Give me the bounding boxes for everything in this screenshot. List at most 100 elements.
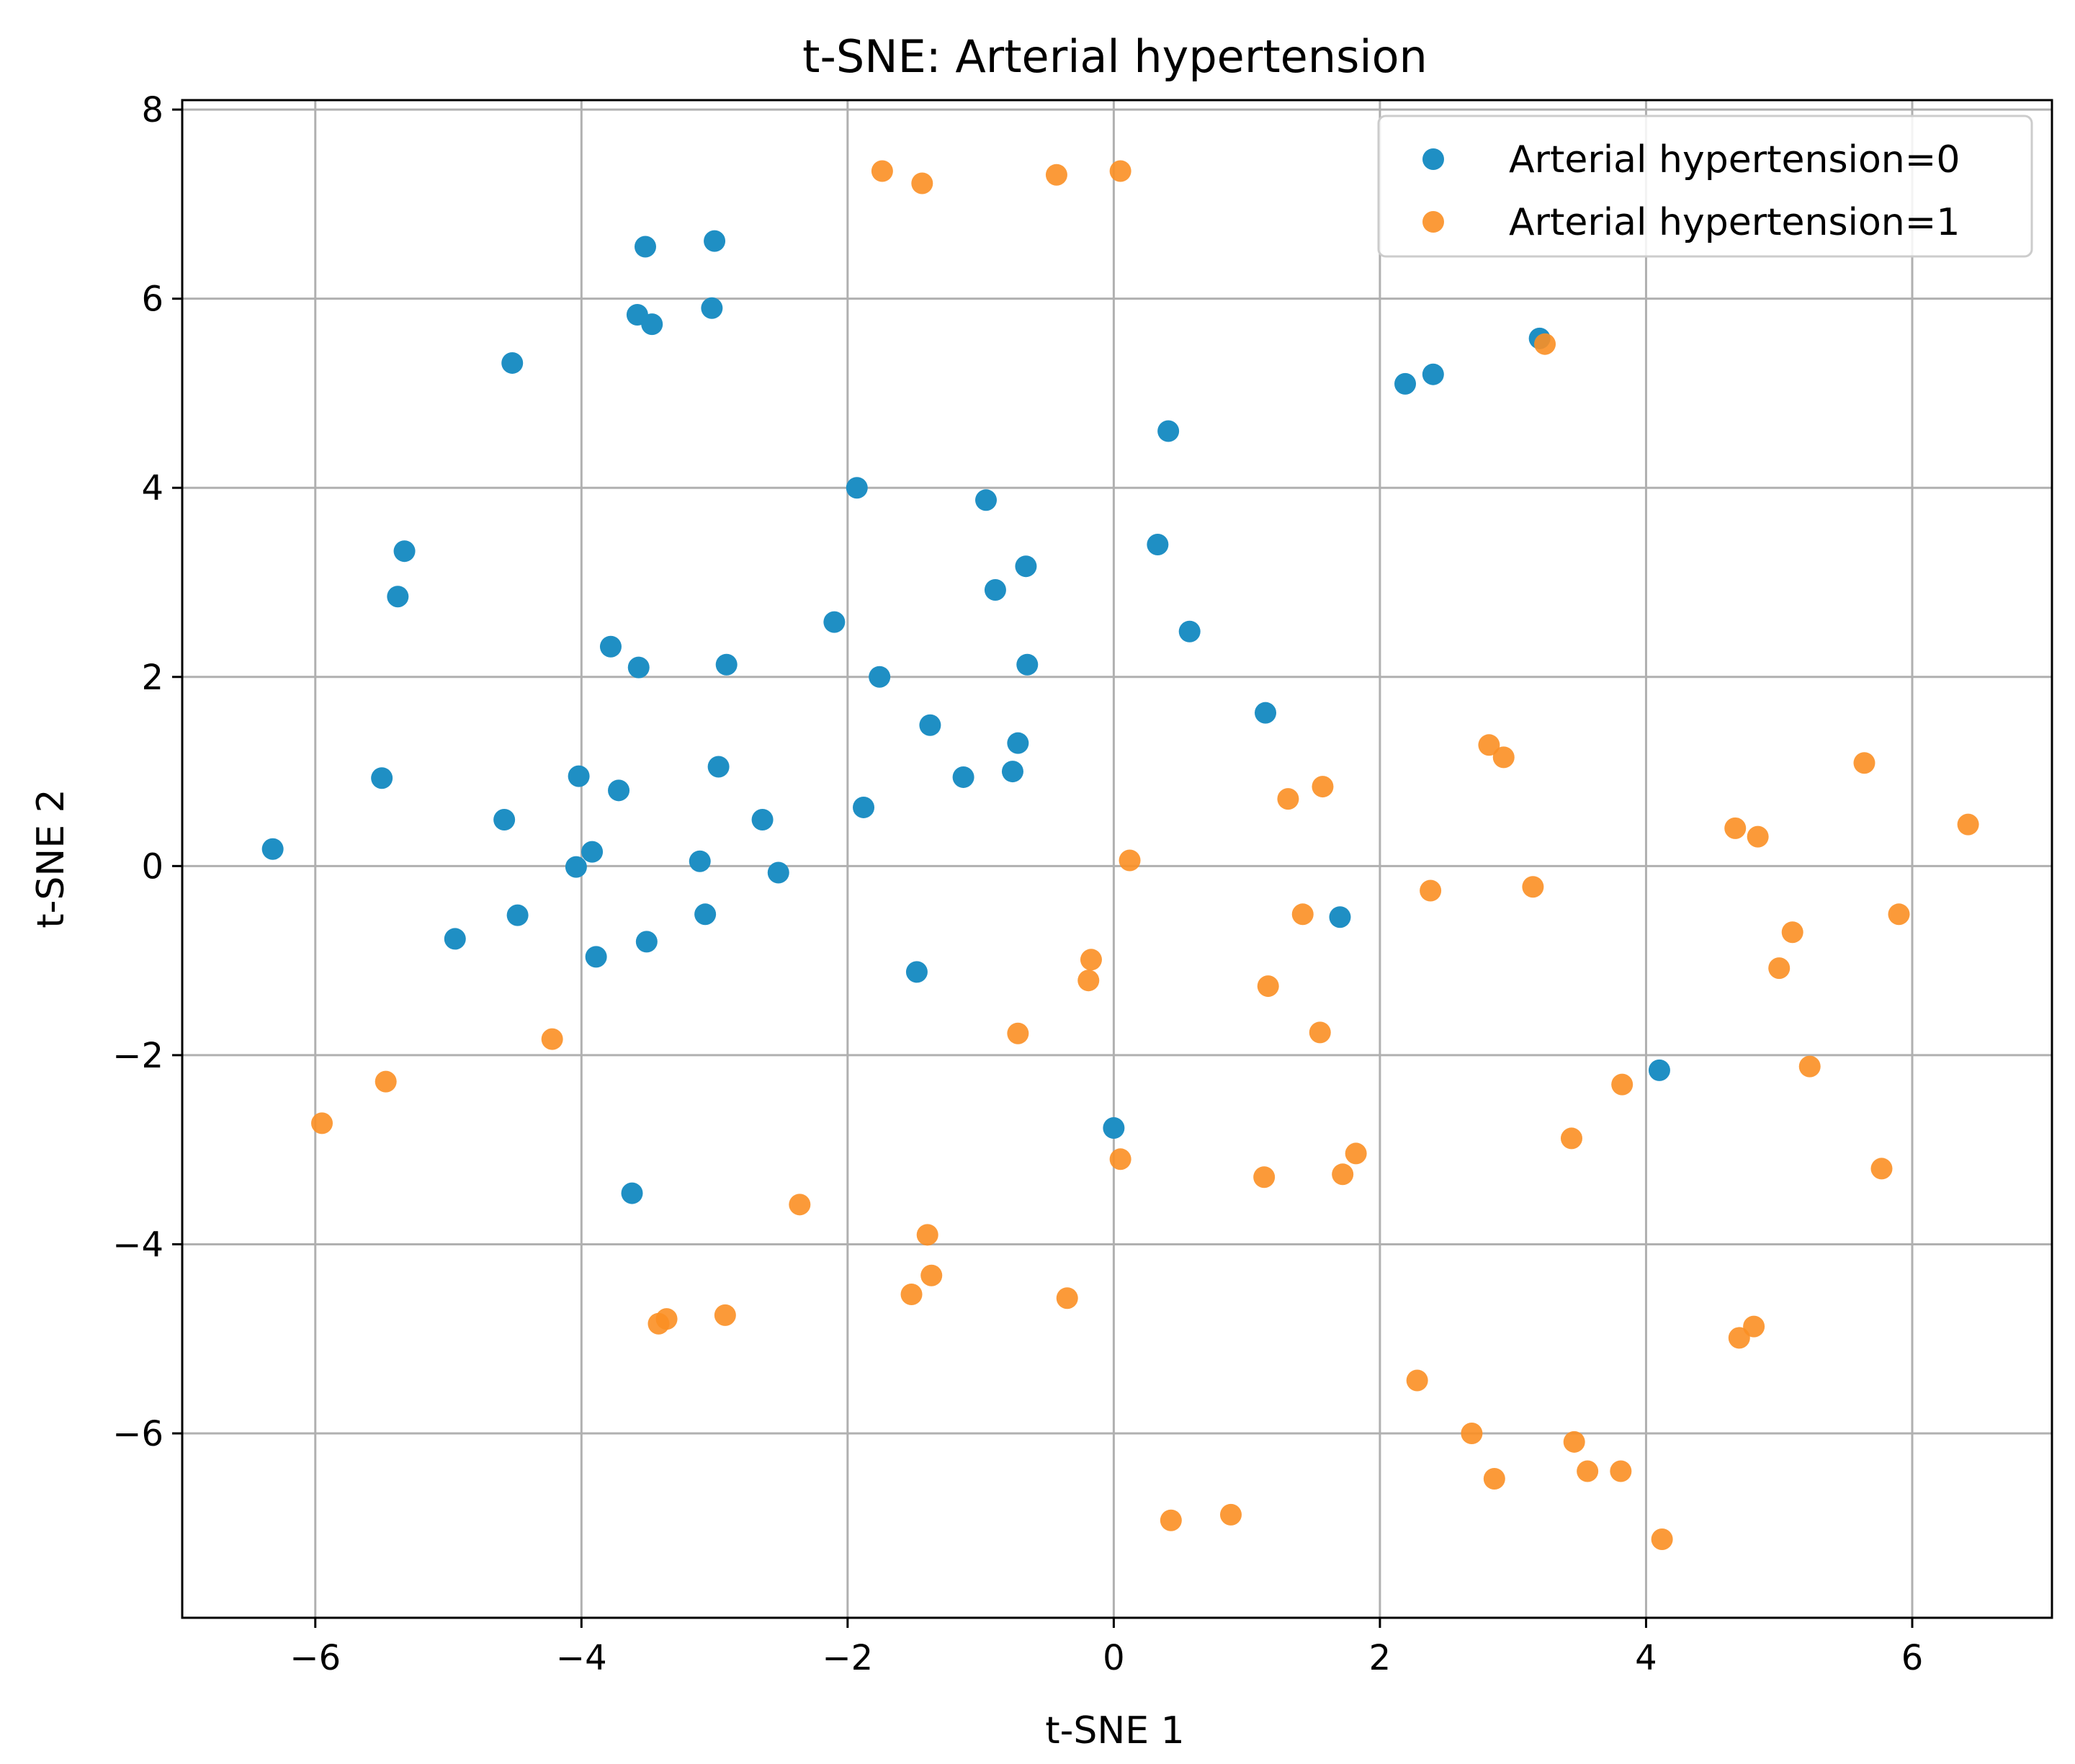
data-point-series-0 <box>905 961 928 983</box>
data-point-series-0 <box>581 841 604 863</box>
data-point-series-1 <box>1056 1287 1078 1309</box>
data-point-series-1 <box>1253 1166 1276 1188</box>
data-point-series-0 <box>585 946 607 968</box>
data-point-series-0 <box>704 230 726 252</box>
data-point-series-0 <box>694 903 717 926</box>
x-tick-label: 6 <box>1901 1638 1924 1678</box>
data-point-series-1 <box>1345 1142 1367 1165</box>
data-point-series-1 <box>1534 333 1556 355</box>
data-point-series-1 <box>1522 876 1544 898</box>
data-point-series-0 <box>701 297 723 319</box>
data-point-series-1 <box>1768 957 1791 980</box>
data-point-series-0 <box>1394 372 1417 395</box>
data-point-series-1 <box>1747 825 1769 848</box>
data-point-series-0 <box>493 809 516 831</box>
data-point-series-0 <box>387 586 409 608</box>
x-tick-label: −6 <box>290 1638 341 1678</box>
data-point-series-1 <box>1560 1127 1582 1150</box>
data-point-series-0 <box>715 653 738 676</box>
data-point-series-0 <box>506 904 529 926</box>
data-point-series-1 <box>1728 1327 1750 1349</box>
data-point-series-1 <box>1309 1021 1331 1044</box>
data-point-series-1 <box>1257 975 1279 998</box>
legend-label-series-1: Arterial hypertension=1 <box>1509 201 1960 244</box>
data-point-series-1 <box>1781 921 1803 944</box>
data-point-series-1 <box>1611 1073 1633 1096</box>
data-point-series-1 <box>541 1028 563 1050</box>
data-point-series-0 <box>627 656 650 679</box>
plot-area-frame <box>181 99 2053 1619</box>
data-point-series-1 <box>911 172 933 194</box>
data-point-series-1 <box>1478 734 1500 756</box>
data-point-series-0 <box>975 489 998 511</box>
data-point-series-0 <box>608 779 630 802</box>
data-point-series-0 <box>1015 555 1037 578</box>
data-point-series-0 <box>707 756 730 778</box>
data-point-series-1 <box>1724 817 1747 839</box>
data-point-series-0 <box>1147 534 1169 556</box>
data-point-series-1 <box>1798 1055 1821 1078</box>
x-tick-label: 2 <box>1369 1638 1391 1678</box>
data-point-series-1 <box>655 1308 678 1330</box>
grid <box>182 100 2052 1618</box>
data-point-series-1 <box>1045 164 1067 186</box>
data-point-series-0 <box>1157 420 1180 442</box>
data-point-series-0 <box>919 714 941 736</box>
data-point-series-1 <box>1888 903 1910 926</box>
data-point-series-0 <box>1255 702 1277 724</box>
y-tick-label: 2 <box>141 658 163 698</box>
legend-marker-series-0 <box>1422 148 1444 170</box>
data-point-series-1 <box>1420 879 1442 902</box>
legend-marker-series-1 <box>1422 211 1444 233</box>
data-point-series-0 <box>853 796 875 818</box>
data-point-series-0 <box>1007 732 1029 754</box>
x-axis-label: t-SNE 1 <box>1045 1709 1185 1752</box>
data-point-series-1 <box>1291 903 1314 926</box>
data-point-series-0 <box>823 611 846 633</box>
axis-ticks: −6 −4 −2 0 2 4 6 −6 −4 −2 0 2 4 6 8 <box>112 90 1923 1678</box>
legend: Arterial hypertension=0 Arterial hyperte… <box>1377 115 2033 258</box>
data-point-series-1 <box>1492 746 1515 769</box>
data-point-series-1 <box>900 1284 923 1306</box>
data-point-series-1 <box>789 1194 811 1216</box>
data-point-series-0 <box>565 856 587 878</box>
x-tick-label: −4 <box>556 1638 607 1678</box>
data-point-series-0 <box>1329 906 1351 928</box>
data-point-series-1 <box>1563 1431 1585 1453</box>
data-point-series-1 <box>1651 1528 1673 1551</box>
data-point-series-0 <box>952 766 974 788</box>
data-point-series-1 <box>1219 1503 1242 1526</box>
data-point-series-0 <box>689 850 711 872</box>
chart-title: t-SNE: Arterial hypertension <box>802 30 1428 83</box>
data-point-series-1 <box>1957 813 1979 836</box>
data-point-series-0 <box>1422 363 1444 385</box>
y-tick-label: 0 <box>141 846 163 887</box>
data-point-series-1 <box>311 1112 333 1134</box>
data-point-series-1 <box>1406 1369 1428 1392</box>
data-point-series-0 <box>1103 1116 1125 1139</box>
data-point-series-1 <box>1119 849 1141 872</box>
data-point-series-1 <box>1080 949 1102 971</box>
data-point-series-1 <box>1160 1509 1182 1531</box>
data-point-series-1 <box>714 1304 736 1326</box>
data-point-series-1 <box>1461 1423 1483 1445</box>
data-point-series-1 <box>1109 160 1131 182</box>
data-point-series-1 <box>375 1070 397 1093</box>
x-tick-label: −2 <box>822 1638 873 1678</box>
data-points <box>261 160 1979 1551</box>
data-point-series-0 <box>767 861 789 884</box>
y-tick-label: 6 <box>141 279 163 320</box>
x-tick-label: 0 <box>1103 1638 1125 1678</box>
data-point-series-0 <box>1178 620 1201 643</box>
data-point-series-1 <box>1077 970 1100 992</box>
data-point-series-0 <box>634 236 656 258</box>
data-point-series-0 <box>568 765 590 787</box>
y-tick-label: −6 <box>112 1414 163 1454</box>
data-point-series-1 <box>920 1264 943 1286</box>
data-point-series-1 <box>871 160 893 182</box>
data-point-series-0 <box>635 931 658 953</box>
data-point-series-1 <box>1610 1460 1632 1482</box>
legend-label-series-0: Arterial hypertension=0 <box>1509 138 1960 182</box>
